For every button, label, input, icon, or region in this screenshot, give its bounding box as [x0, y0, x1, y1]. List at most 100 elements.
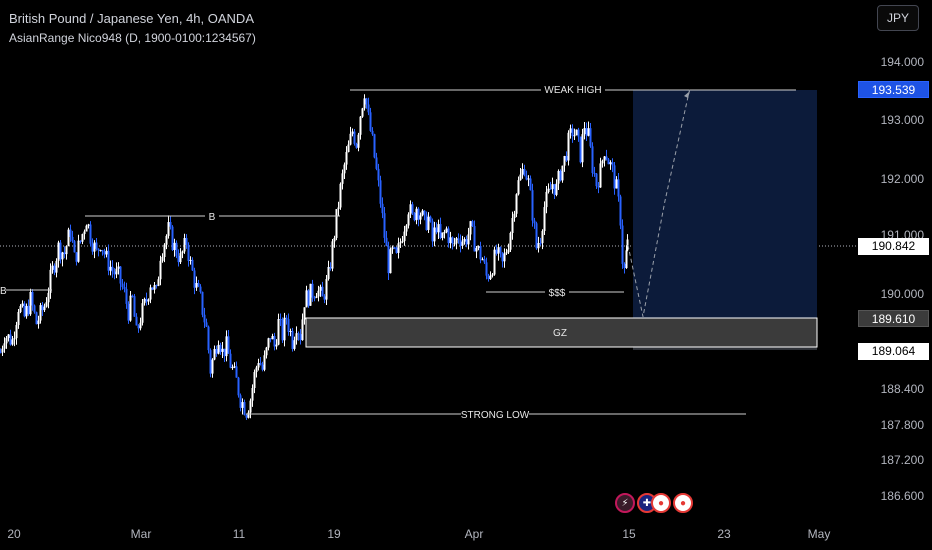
candle-body [99, 250, 102, 252]
candle-body [573, 135, 576, 137]
jp-flag-icon[interactable]: ● [673, 493, 693, 513]
candle-body [367, 104, 370, 113]
candle-body [319, 286, 322, 291]
candle-body [305, 290, 308, 308]
candle-body [43, 306, 46, 311]
jp-flag-icon[interactable]: ● [651, 493, 671, 513]
candle-body [613, 165, 616, 189]
candle-body [357, 134, 360, 148]
candle-body [545, 191, 548, 208]
candle-body [433, 227, 436, 242]
candle-body [297, 333, 300, 335]
candle-body [509, 232, 512, 250]
candle-body [193, 270, 196, 288]
candle-body [95, 242, 98, 249]
candle-body [369, 112, 372, 131]
candle-body [395, 247, 398, 253]
candle-body [361, 108, 364, 117]
candle-body [285, 317, 288, 320]
candle-body [431, 221, 434, 242]
candle-body [439, 224, 442, 238]
candle-body [521, 169, 524, 175]
candle-body [39, 305, 42, 321]
candle-body [371, 130, 374, 135]
candle-body [153, 285, 156, 290]
candle-body [147, 299, 150, 302]
candle-body [585, 128, 588, 136]
candle-body [165, 235, 168, 245]
candle-body [197, 282, 200, 287]
candle-body [233, 366, 236, 368]
price-tick: 186.600 [880, 489, 924, 503]
candle-body [437, 224, 440, 233]
candle-body [235, 366, 238, 378]
candle-body [393, 247, 396, 249]
candle-body [459, 239, 462, 246]
candle-body [397, 243, 400, 253]
candle-body [73, 241, 76, 253]
candle-body [505, 252, 508, 254]
candle-body [291, 330, 294, 349]
candle-body [175, 242, 178, 256]
candle-body [243, 402, 246, 415]
candle-body [493, 249, 496, 275]
indicator-legend[interactable]: AsianRange Nico948 (D, 1900-0100:1234567… [9, 31, 256, 45]
candle-body [581, 134, 584, 163]
candle-body [115, 268, 118, 275]
candle-body [41, 305, 44, 311]
candle-body [625, 250, 628, 269]
candle-body [453, 243, 456, 245]
currency-button[interactable]: JPY [877, 5, 919, 31]
lightning-icon[interactable]: ⚡ [615, 493, 635, 513]
candle-body [11, 339, 14, 345]
candle-body [413, 212, 416, 221]
candle-body [149, 287, 152, 300]
candle-body [579, 136, 582, 163]
candle-body [67, 229, 70, 247]
candle-body [583, 128, 586, 135]
candle-body [329, 266, 332, 269]
candle-body [239, 395, 242, 408]
candle-body [345, 152, 348, 165]
price-tick: 190.000 [880, 287, 924, 301]
candle-body [443, 232, 446, 234]
stop-price-badge: 189.064 [858, 343, 929, 360]
gz-zone [305, 317, 818, 348]
candle-body [373, 134, 376, 158]
candle-body [37, 320, 40, 325]
candle-body [191, 259, 194, 271]
candle-body [547, 188, 550, 192]
candle-body [173, 242, 176, 251]
candle-body [465, 239, 468, 245]
candle-body [415, 208, 418, 221]
candle-body [59, 242, 62, 260]
candle-body [203, 314, 206, 323]
candle-body [17, 311, 20, 326]
candle-body [327, 266, 330, 280]
candle-body [101, 250, 104, 252]
candle-body [267, 338, 270, 348]
candle-body [503, 253, 506, 262]
candle-body [321, 286, 324, 297]
candle-body [337, 207, 340, 210]
candle-body [421, 210, 424, 216]
candle-body [561, 165, 564, 181]
candle-body [127, 303, 130, 321]
candle-body [299, 334, 302, 341]
candle-body [19, 306, 22, 312]
candle-body [575, 129, 578, 136]
candle-body [105, 250, 108, 255]
candle-body [223, 348, 226, 357]
candle-body [609, 162, 612, 165]
candle-body [501, 252, 504, 262]
candle-body [475, 248, 478, 252]
price-tick: 188.400 [880, 382, 924, 396]
candle-body [597, 186, 600, 188]
candle-body [27, 305, 30, 315]
candle-body [185, 237, 188, 245]
candle-body [615, 179, 618, 189]
candle-body [87, 224, 90, 226]
candle-body [341, 173, 344, 184]
candle-body [211, 359, 214, 374]
